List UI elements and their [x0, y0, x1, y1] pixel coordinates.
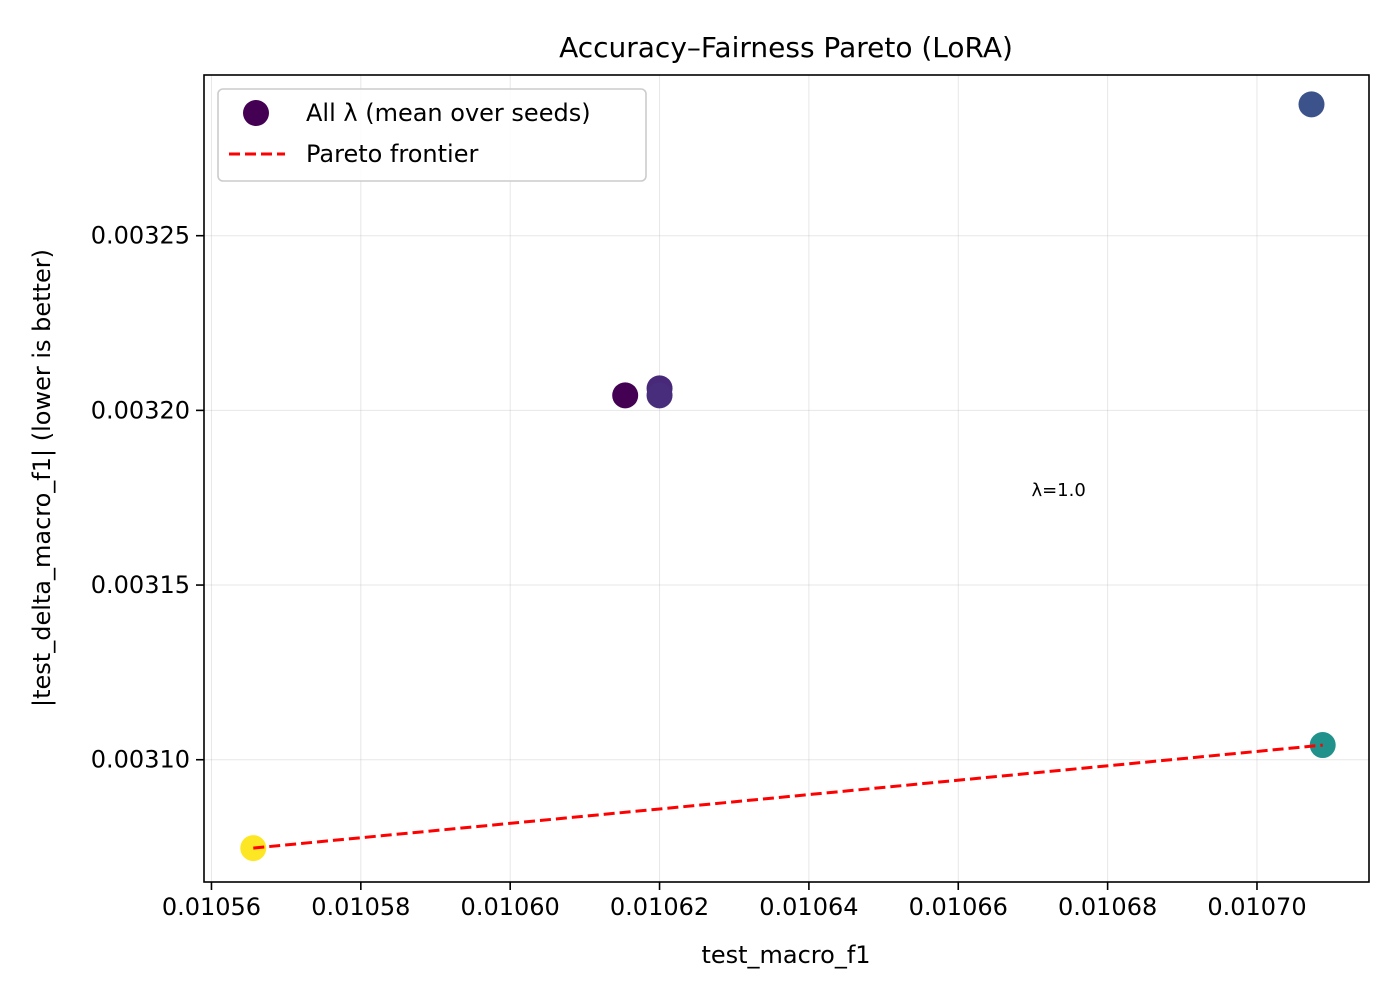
axis-ticks: 0.01056 0.01058 0.01060 0.01062 0.01064 0.010…	[91, 222, 1307, 921]
scatter-point	[240, 835, 267, 862]
y-tick-label: 0.00325	[91, 222, 190, 250]
legend: All λ (mean over seeds) Pareto frontier	[217, 88, 647, 182]
y-axis-label: |test_delta_macro_f1| (lower is better)	[28, 249, 56, 707]
legend-marker-scatter	[243, 100, 269, 126]
y-tick-label: 0.00310	[91, 746, 190, 774]
x-tick-label: 0.01070	[1207, 893, 1306, 921]
scatter-point	[646, 382, 673, 409]
x-tick-label: 0.01064	[759, 893, 858, 921]
scatter-point	[1309, 732, 1336, 759]
data-series	[240, 91, 1336, 862]
x-axis-label: test_macro_f1	[701, 941, 870, 969]
scatter-point	[612, 382, 639, 409]
x-tick-label: 0.01062	[610, 893, 709, 921]
annotations: λ=1.0	[1031, 480, 1085, 501]
pareto-frontier-line	[253, 743, 1323, 850]
legend-box	[217, 88, 647, 182]
x-tick-label: 0.01066	[909, 893, 1008, 921]
x-tick-label: 0.01068	[1058, 893, 1157, 921]
y-tick-label: 0.00315	[91, 571, 190, 599]
legend-label-line: Pareto frontier	[306, 140, 478, 168]
x-tick-label: 0.01058	[311, 893, 410, 921]
x-tick-label: 0.01056	[162, 893, 261, 921]
grid-lines	[204, 75, 1369, 882]
chart-title: Accuracy–Fairness Pareto (LoRA)	[559, 31, 1013, 64]
y-tick-label: 0.00320	[91, 396, 190, 424]
annotation-label: λ=1.0	[1031, 480, 1085, 501]
plot-frame	[203, 74, 1370, 883]
legend-label-scatter: All λ (mean over seeds)	[306, 99, 591, 127]
scatter-point	[1298, 91, 1325, 118]
x-tick-label: 0.01060	[461, 893, 560, 921]
